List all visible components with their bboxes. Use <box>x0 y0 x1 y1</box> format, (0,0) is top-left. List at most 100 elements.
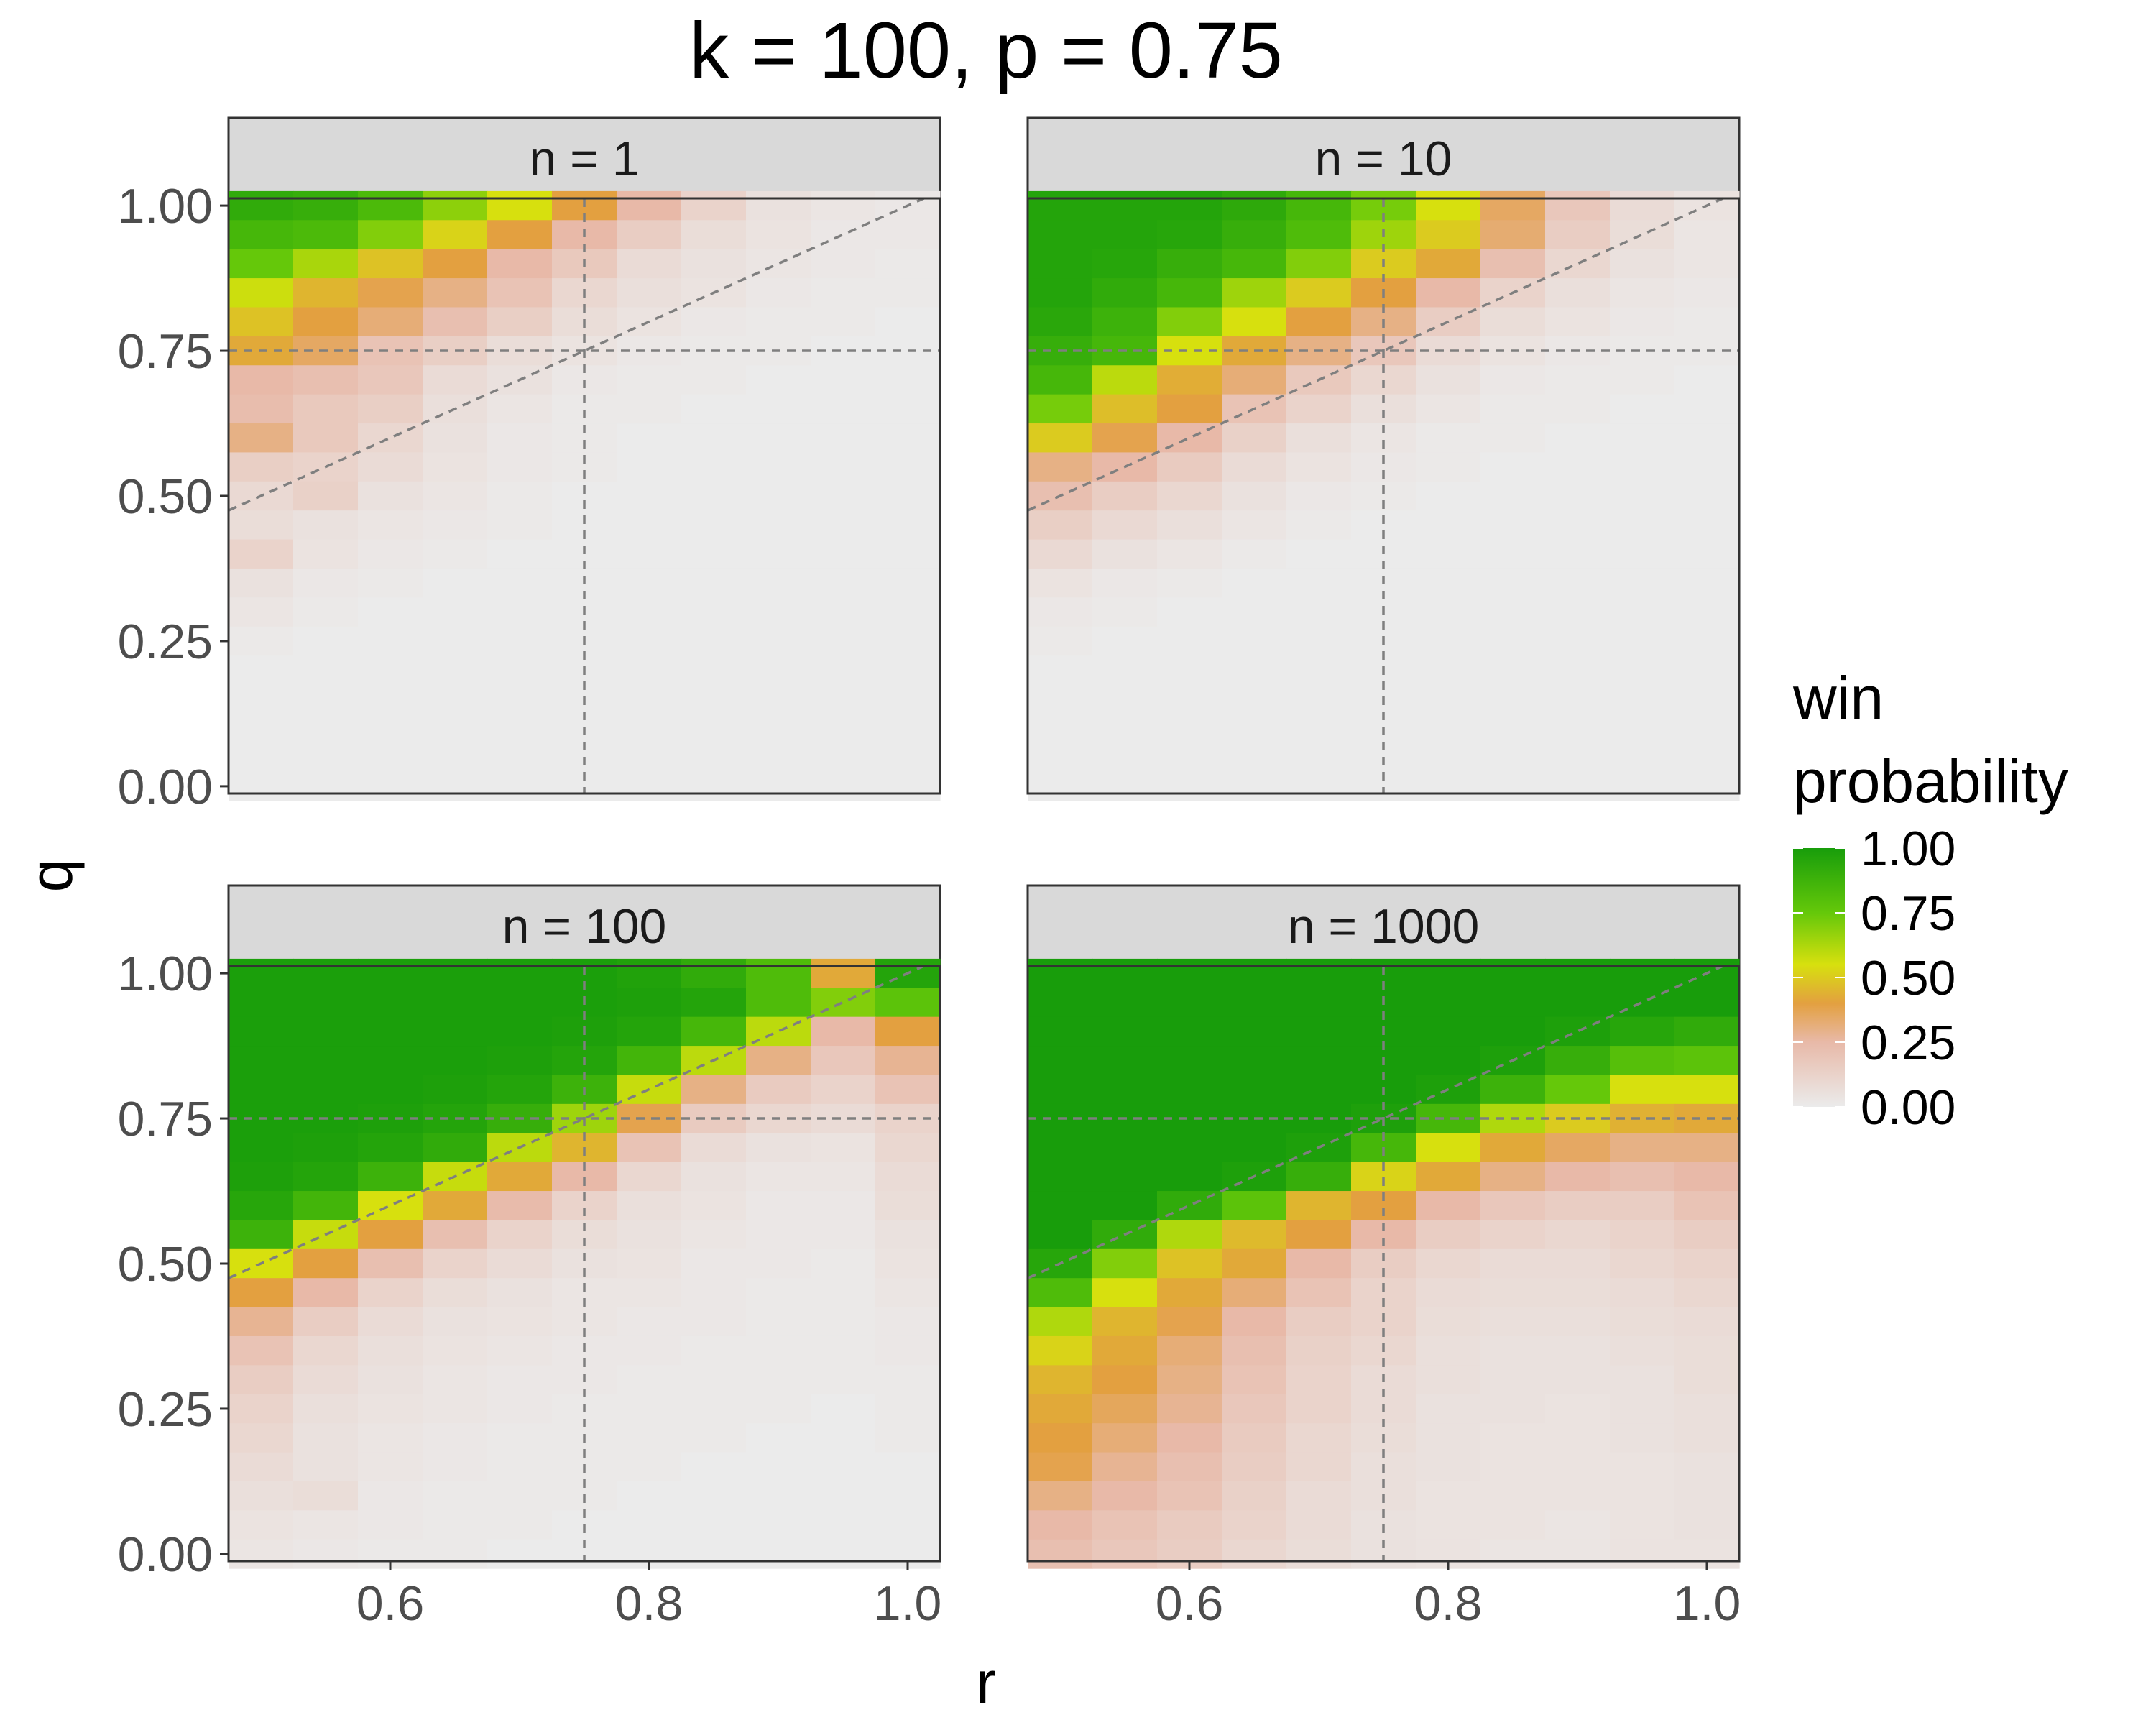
heatmap-cell <box>681 481 747 511</box>
heatmap-cell <box>681 1394 747 1424</box>
heatmap-cell <box>1222 1133 1287 1163</box>
heatmap-cell <box>1674 1335 1740 1366</box>
heatmap-cell <box>875 1220 941 1250</box>
heatmap-cell <box>423 713 488 743</box>
heatmap-cell <box>1416 190 1481 221</box>
heatmap-cell <box>681 1510 747 1540</box>
heatmap-cell <box>1222 539 1287 569</box>
heatmap-cell <box>1092 713 1158 743</box>
heatmap-cell <box>1480 742 1546 773</box>
heatmap-cell <box>1028 423 1093 454</box>
heatmap-cell <box>681 1075 747 1105</box>
heatmap-cell <box>811 1075 876 1105</box>
heatmap-cell <box>746 1335 811 1366</box>
heatmap-cell <box>1222 452 1287 482</box>
heatmap-cell <box>293 510 359 540</box>
heatmap-cell <box>423 656 488 686</box>
heatmap-cell <box>1674 1133 1740 1163</box>
heatmap-cell <box>1222 1075 1287 1105</box>
heatmap-cell <box>423 597 488 627</box>
heatmap-cell <box>1028 1335 1093 1366</box>
heatmap-cell <box>875 481 941 511</box>
heatmap-cell <box>487 1539 553 1569</box>
heatmap-cell <box>1092 626 1158 656</box>
heatmap-cell <box>1416 1481 1481 1511</box>
heatmap-cell <box>1674 771 1740 801</box>
heatmap-cell <box>617 452 682 482</box>
heatmap-cell <box>746 742 811 773</box>
heatmap-cell <box>746 597 811 627</box>
heatmap-cell <box>358 249 423 279</box>
heatmap-cell <box>1674 684 1740 714</box>
heatmap-cell <box>617 365 682 395</box>
heatmap-cell <box>617 1307 682 1337</box>
heatmap-cell <box>1157 656 1222 686</box>
heatmap-cell <box>875 249 941 279</box>
heatmap-cell <box>746 278 811 308</box>
heatmap-cell <box>229 1278 294 1308</box>
heatmap-cell <box>423 626 488 656</box>
heatmap-cell <box>358 1423 423 1453</box>
heatmap-cell <box>1222 1248 1287 1279</box>
heatmap-cell <box>1092 1046 1158 1076</box>
heatmap-cell <box>811 1335 876 1366</box>
heatmap-cell <box>1416 365 1481 395</box>
heatmap-cell <box>875 1133 941 1163</box>
heatmap-cell <box>487 1481 553 1511</box>
heatmap-cell <box>229 1335 294 1366</box>
heatmap-cell <box>1610 307 1675 337</box>
heatmap-cell <box>811 307 876 337</box>
heatmap-cell <box>1157 771 1222 801</box>
heatmap-cell <box>681 713 747 743</box>
heatmap-cell <box>746 423 811 454</box>
heatmap-cell <box>1157 1481 1222 1511</box>
heatmap-cell <box>229 1133 294 1163</box>
heatmap-cell <box>681 1220 747 1250</box>
heatmap-cell <box>1028 568 1093 598</box>
heatmap-cell <box>746 1220 811 1250</box>
heatmap-cell <box>1610 1423 1675 1453</box>
heatmap-cell <box>875 1335 941 1366</box>
heatmap-cell <box>1610 771 1675 801</box>
heatmap-cell <box>1286 1423 1352 1453</box>
heatmap-cell <box>617 1162 682 1192</box>
heatmap-cell <box>1222 190 1287 221</box>
heatmap-cell <box>1092 597 1158 627</box>
heatmap-cell <box>811 481 876 511</box>
heatmap-cell <box>423 1278 488 1308</box>
heatmap-cell <box>1545 684 1611 714</box>
heatmap-cell <box>358 1365 423 1395</box>
legend-tick-label: 0.50 <box>1861 951 1955 1006</box>
heatmap-cell <box>1674 1307 1740 1337</box>
heatmap-cell <box>1028 1481 1093 1511</box>
heatmap-cell <box>229 1481 294 1511</box>
heatmap-cell <box>487 1075 553 1105</box>
heatmap-cell <box>423 1335 488 1366</box>
heatmap-cell <box>875 452 941 482</box>
heatmap-cell <box>681 1278 747 1308</box>
heatmap-cell <box>1545 626 1611 656</box>
heatmap-cell <box>1222 423 1287 454</box>
heatmap-cell <box>423 1365 488 1395</box>
heatmap-cell <box>617 278 682 308</box>
heatmap-cell <box>487 626 553 656</box>
heatmap-cell <box>1157 1046 1222 1076</box>
heatmap-cell <box>1416 1510 1481 1540</box>
heatmap-cell <box>1092 1248 1158 1279</box>
heatmap-cell <box>1610 365 1675 395</box>
heatmap-cell <box>681 1016 747 1046</box>
heatmap-cell <box>423 1423 488 1453</box>
heatmap-cell <box>1416 423 1481 454</box>
heatmap-cell <box>358 1133 423 1163</box>
x-axis-title: r <box>976 1649 996 1716</box>
heatmap-cell <box>681 307 747 337</box>
heatmap-cell <box>1545 1075 1611 1105</box>
heatmap-cell <box>229 510 294 540</box>
heatmap-cell <box>1480 307 1546 337</box>
heatmap-cell <box>617 1510 682 1540</box>
heatmap-cell <box>1286 249 1352 279</box>
heatmap-cell <box>423 481 488 511</box>
heatmap-cell <box>229 1307 294 1337</box>
heatmap-cell <box>681 249 747 279</box>
heatmap-cell <box>875 684 941 714</box>
